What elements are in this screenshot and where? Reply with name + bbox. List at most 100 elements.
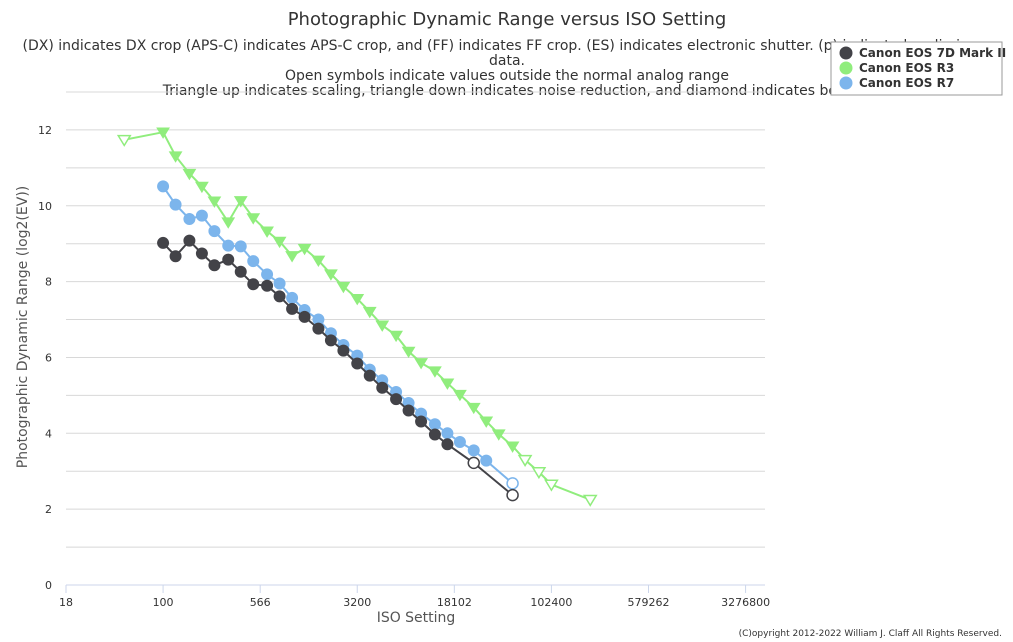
series-0 <box>157 234 519 502</box>
series-line <box>162 239 514 496</box>
chart-subtitle-line-1: (DX) indicates DX crop (APS-C) indicates… <box>23 38 992 54</box>
data-point <box>351 357 364 370</box>
data-point <box>428 366 442 378</box>
data-point <box>466 402 481 415</box>
y-tick-label: 8 <box>45 276 52 289</box>
data-point <box>375 320 390 332</box>
data-point <box>182 168 197 181</box>
data-point <box>428 428 441 441</box>
x-tick-label: 579262 <box>627 596 669 609</box>
data-point <box>324 334 337 347</box>
data-point <box>272 236 287 249</box>
x-tick-label: 18 <box>59 596 73 609</box>
data-point <box>479 416 494 428</box>
legend-swatch <box>839 76 853 90</box>
data-point <box>312 322 325 335</box>
data-point <box>221 217 236 229</box>
data-point <box>428 418 441 431</box>
chart-subtitle-line-4: Triangle up indicates scaling, triangle … <box>162 83 852 99</box>
data-point <box>273 277 286 290</box>
data-point <box>362 306 377 319</box>
data-point <box>169 250 182 263</box>
y-tick-label: 4 <box>45 427 52 440</box>
data-point <box>453 436 466 449</box>
data-point <box>168 151 183 163</box>
legend-label: Canon EOS R3 <box>859 61 954 75</box>
data-point <box>195 209 208 222</box>
chart-title: Photographic Dynamic Range versus ISO Se… <box>288 9 727 30</box>
data-point <box>402 404 415 417</box>
data-point <box>298 310 311 323</box>
data-point <box>222 239 235 252</box>
data-point <box>415 415 428 428</box>
data-point <box>480 454 493 467</box>
data-point <box>208 225 221 238</box>
x-axis-tick-labels: 18 100 566 3200 18102 102400 579262 3276800 <box>59 596 770 609</box>
data-point <box>234 265 247 278</box>
y-tick-label: 2 <box>45 503 52 516</box>
data-point <box>260 226 274 238</box>
data-point <box>506 488 519 502</box>
data-point <box>491 429 506 441</box>
data-point <box>390 393 403 406</box>
x-tick-label: 18102 <box>437 596 472 609</box>
copyright-credit: (C)opyright 2012-2022 William J. Claff A… <box>739 629 1002 639</box>
data-point <box>531 467 547 480</box>
data-point <box>195 247 208 260</box>
data-point <box>441 438 454 451</box>
data-point <box>234 240 247 253</box>
x-axis-title: ISO Setting <box>377 610 456 626</box>
data-point <box>195 181 209 194</box>
data-point <box>505 441 520 453</box>
x-tick-label: 102400 <box>530 596 572 609</box>
chart-subtitle-line-2: data. <box>489 53 525 69</box>
x-tick-label: 3276800 <box>721 596 770 609</box>
data-point <box>582 494 598 507</box>
data-point <box>208 259 221 272</box>
legend-label: Canon EOS R7 <box>859 76 954 90</box>
data-point <box>286 291 299 304</box>
data-point <box>389 330 403 343</box>
y-tick-label: 6 <box>45 351 52 364</box>
data-point <box>363 369 376 382</box>
data-point <box>506 477 519 490</box>
data-point <box>544 479 559 492</box>
y-axis-tick-labels: 0 2 4 6 8 10 12 <box>38 124 52 592</box>
data-point <box>376 381 389 394</box>
data-point <box>440 378 455 390</box>
data-point <box>467 444 480 457</box>
data-point <box>414 358 428 370</box>
data-point <box>116 134 132 147</box>
data-point <box>336 281 351 294</box>
x-tick-label: 100 <box>153 596 174 609</box>
data-point <box>285 251 299 263</box>
y-tick-label: 0 <box>45 579 52 592</box>
data-point <box>261 279 274 292</box>
data-point <box>157 180 170 193</box>
data-point <box>453 389 467 402</box>
legend-swatch <box>839 46 853 60</box>
data-point <box>183 213 196 226</box>
data-point <box>233 196 248 208</box>
data-point <box>324 269 338 281</box>
data-point <box>156 127 170 139</box>
series-2 <box>157 180 519 490</box>
legend-box <box>830 41 1003 96</box>
data-point <box>273 290 286 303</box>
grid-lines <box>66 91 765 548</box>
data-point <box>207 196 222 208</box>
plot-series <box>116 127 598 507</box>
data-point <box>246 213 261 225</box>
data-point <box>247 278 260 291</box>
data-point <box>297 243 312 256</box>
data-point <box>517 454 533 468</box>
data-point <box>311 255 326 268</box>
series-line <box>124 131 591 501</box>
data-point <box>467 456 480 470</box>
y-axis-title: Photographic Dynamic Range (log2(EV)) <box>15 186 31 469</box>
legend-label: Canon EOS 7D Mark II <box>859 46 1006 60</box>
data-point <box>222 253 235 266</box>
data-point <box>350 293 365 306</box>
